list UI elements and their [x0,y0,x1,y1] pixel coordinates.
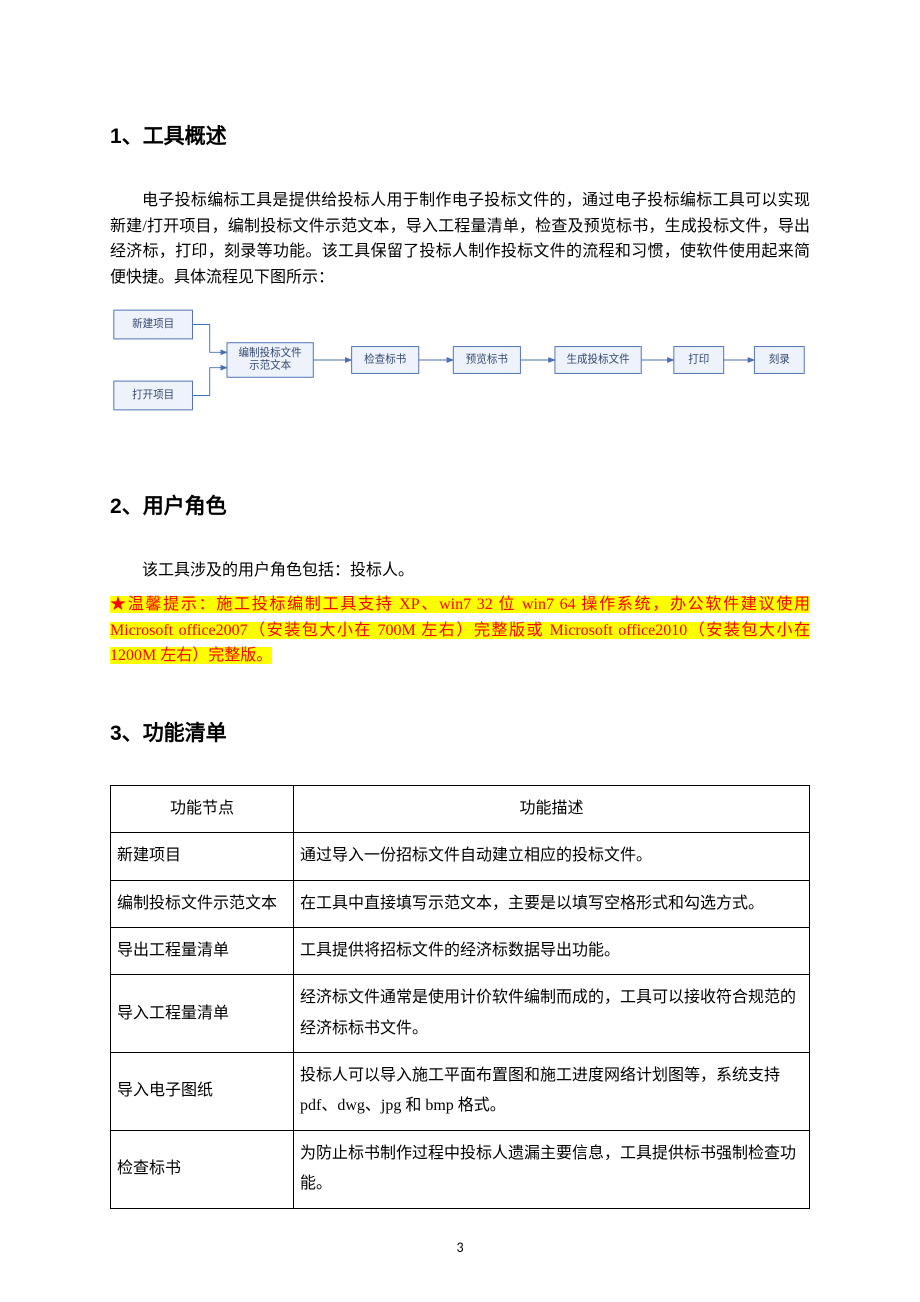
heading-number: 1 [110,125,122,148]
overview-paragraph: 电子投标编标工具是提供给投标人用于制作电子投标文件的，通过电子投标编标工具可以实… [110,188,810,290]
table-row: 新建项目 通过导入一份招标文件自动建立相应的投标文件。 [111,833,810,880]
flowchart-node-label: 刻录 [769,353,791,366]
flowchart-node-label: 打印 [688,353,709,366]
flowchart-node: 检查标书 [352,347,419,374]
flowchart-node: 预览标书 [453,347,520,374]
heading-sep: 、 [122,495,143,518]
heading-sep: 、 [122,125,143,148]
table-header-cell: 功能描述 [294,785,810,832]
heading-number: 2 [110,495,122,518]
page-number: 3 [110,1239,810,1256]
highlight-text: 温馨提示：施工投标编制工具支持 XP、win7 32 位 win7 64 操作系… [110,596,810,664]
table-row: 导出工程量清单 工具提供将招标文件的经济标数据导出功能。 [111,927,810,974]
table-header-row: 功能节点 功能描述 [111,785,810,832]
flowchart-node-label: 预览标书 [466,353,508,366]
flowchart-node-label: 生成投标文件 [566,353,630,366]
flowchart-edge [192,325,227,353]
flowchart-node-label: 编制投标文件 [239,347,303,360]
flowchart-node: 刻录 [754,347,804,374]
function-table: 功能节点 功能描述 新建项目 通过导入一份招标文件自动建立相应的投标文件。 编制… [110,785,810,1209]
heading-sep: 、 [122,722,143,745]
heading-text: 功能清单 [143,722,227,745]
flowchart-node: 生成投标文件 [555,347,641,374]
flowchart-node-label: 示范文本 [249,359,292,372]
flowchart-node: 新建项目 [114,311,193,340]
table-cell: 新建项目 [111,833,294,880]
table-cell: 导入工程量清单 [111,975,294,1053]
flowchart-node: 打印 [674,347,724,374]
flowchart-node-label: 新建项目 [132,317,174,330]
table-cell: 工具提供将招标文件的经济标数据导出功能。 [294,927,810,974]
table-cell: 通过导入一份招标文件自动建立相应的投标文件。 [294,833,810,880]
table-header-cell: 功能节点 [111,785,294,832]
table-cell: 导出工程量清单 [111,927,294,974]
heading-text: 用户角色 [143,495,227,518]
heading-text: 工具概述 [143,125,227,148]
flowchart-node: 打开项目 [114,381,193,410]
table-row: 导入工程量清单 经济标文件通常是使用计价软件编制而成的，工具可以接收符合规范的经… [111,975,810,1053]
table-cell: 检查标书 [111,1130,294,1208]
section-2-heading: 2、用户角色 [110,490,810,520]
flowchart-diagram: 新建项目打开项目 编制投标文件示范文本 检查标书 预览标书 生成投标文件 打印 刻录 [110,300,810,420]
highlight-tip: ★温馨提示：施工投标编制工具支持 XP、win7 32 位 win7 64 操作… [110,592,810,669]
flowchart-node-label: 打开项目 [132,388,174,401]
table-row: 导入电子图纸 投标人可以导入施工平面布置图和施工进度网络计划图等，系统支持 pd… [111,1053,810,1131]
table-cell: 经济标文件通常是使用计价软件编制而成的，工具可以接收符合规范的经济标标书文件。 [294,975,810,1053]
table-row: 编制投标文件示范文本 在工具中直接填写示范文本，主要是以填写空格形式和勾选方式。 [111,880,810,927]
flowchart-node: 编制投标文件示范文本 [227,343,313,378]
table-cell: 投标人可以导入施工平面布置图和施工进度网络计划图等，系统支持 pdf、dwg、j… [294,1053,810,1131]
flowchart-node-label: 检查标书 [364,353,406,366]
flowchart-edge [192,368,227,396]
section-3-heading: 3、功能清单 [110,717,810,747]
heading-number: 3 [110,722,122,745]
table-cell: 在工具中直接填写示范文本，主要是以填写空格形式和勾选方式。 [294,880,810,927]
table-cell: 编制投标文件示范文本 [111,880,294,927]
document-page: 1、工具概述 电子投标编标工具是提供给投标人用于制作电子投标文件的，通过电子投标… [0,0,920,1296]
star-icon: ★ [110,596,128,613]
table-cell: 导入电子图纸 [111,1053,294,1131]
section-1-heading: 1、工具概述 [110,120,810,150]
table-row: 检查标书 为防止标书制作过程中投标人遗漏主要信息，工具提供标书强制检查功能。 [111,1130,810,1208]
roles-paragraph: 该工具涉及的用户角色包括：投标人。 [110,558,810,584]
table-cell: 为防止标书制作过程中投标人遗漏主要信息，工具提供标书强制检查功能。 [294,1130,810,1208]
